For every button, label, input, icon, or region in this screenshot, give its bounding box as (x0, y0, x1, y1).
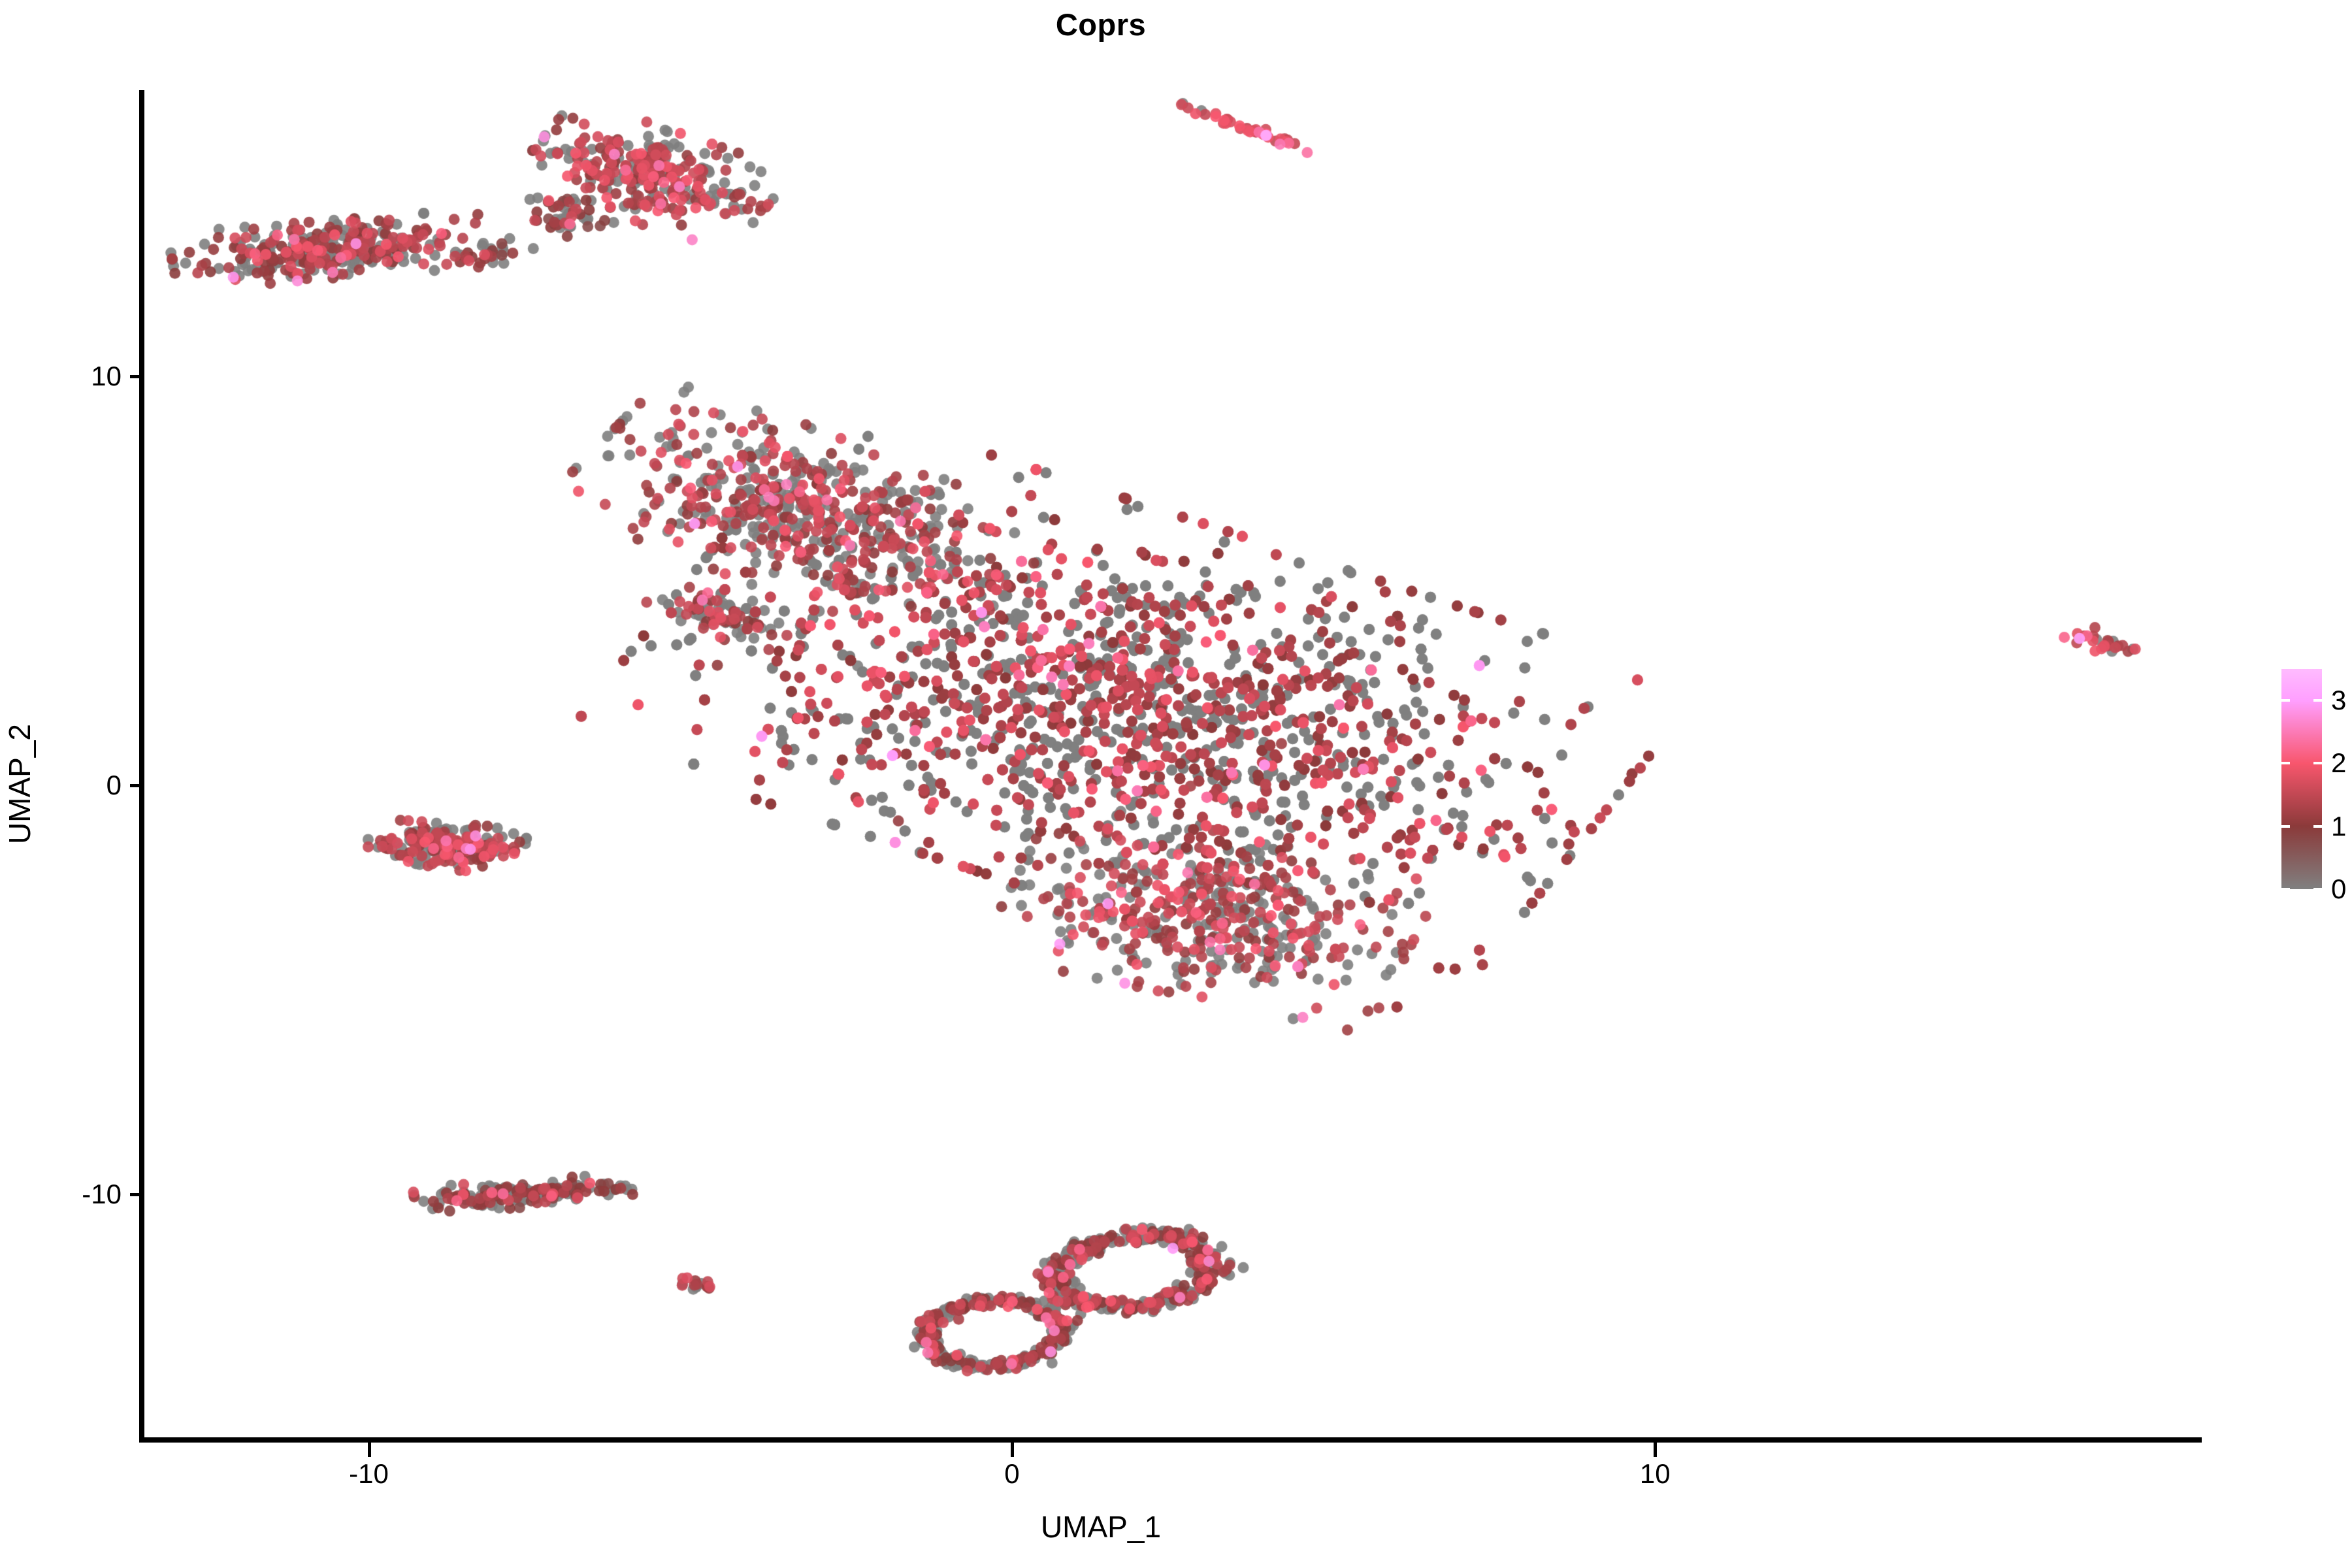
legend-bar-tick (2313, 888, 2322, 890)
y-tick-mark (130, 783, 144, 787)
scatter-points-layer (144, 90, 2202, 1439)
legend-bar-tick (2313, 699, 2322, 702)
x-tick-mark (367, 1443, 371, 1457)
legend-bar-tick (2313, 762, 2322, 765)
y-tick-label: 10 (91, 361, 122, 392)
legend-bar-tick (2281, 699, 2290, 702)
plot-panel (144, 90, 2202, 1439)
legend-label: 2 (2331, 747, 2347, 779)
x-tick-label: -10 (349, 1458, 389, 1489)
legend-colorbar[interactable] (2281, 669, 2322, 890)
y-tick-label: -10 (82, 1178, 122, 1209)
legend-bar-tick (2281, 825, 2290, 828)
legend-label: 0 (2331, 874, 2347, 904)
x-tick-label: 0 (1004, 1458, 1020, 1489)
x-axis-line (139, 1437, 2202, 1443)
y-axis-line (139, 90, 144, 1443)
page-title: Coprs (1055, 7, 1147, 42)
legend-bar-tick (2281, 888, 2290, 890)
legend-bar-tick (2313, 825, 2322, 828)
x-axis-title: UMAP_1 (1040, 1510, 1162, 1544)
x-tick-mark (1010, 1443, 1014, 1457)
x-tick-mark (1654, 1443, 1658, 1457)
color-legend[interactable]: 3 2 1 0 (2254, 660, 2352, 904)
y-tick-mark (130, 375, 144, 379)
y-tick-label: 0 (106, 769, 122, 800)
legend-gradient (2281, 669, 2322, 889)
legend-label: 3 (2331, 685, 2347, 716)
legend-label: 1 (2331, 810, 2347, 841)
x-tick-label: 10 (1639, 1458, 1671, 1489)
y-tick-mark (130, 1192, 144, 1196)
y-axis-title: UMAP_2 (3, 723, 37, 845)
legend-bar-tick (2281, 762, 2290, 765)
